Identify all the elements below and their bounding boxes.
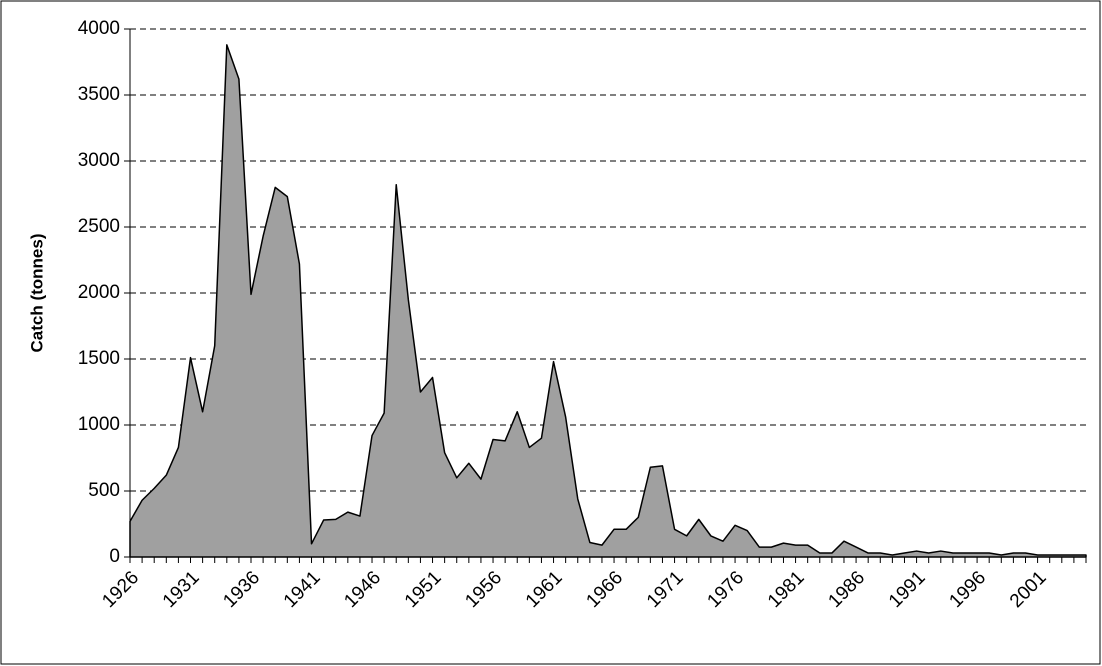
y-tick-label: 500 [88,480,120,501]
y-tick-label: 2500 [78,216,120,237]
y-tick-label: 1500 [78,348,120,369]
y-axis-label: Catch (tonnes) [27,234,46,353]
area [129,44,1087,558]
y-tick-label: 4000 [78,18,120,39]
y-tick-label: 2000 [78,282,120,303]
y-tick-label: 1000 [78,414,120,435]
y-tick-label: 3500 [78,84,120,105]
y-tick-label: 3000 [78,150,120,171]
y-tick-label: 0 [109,546,120,567]
